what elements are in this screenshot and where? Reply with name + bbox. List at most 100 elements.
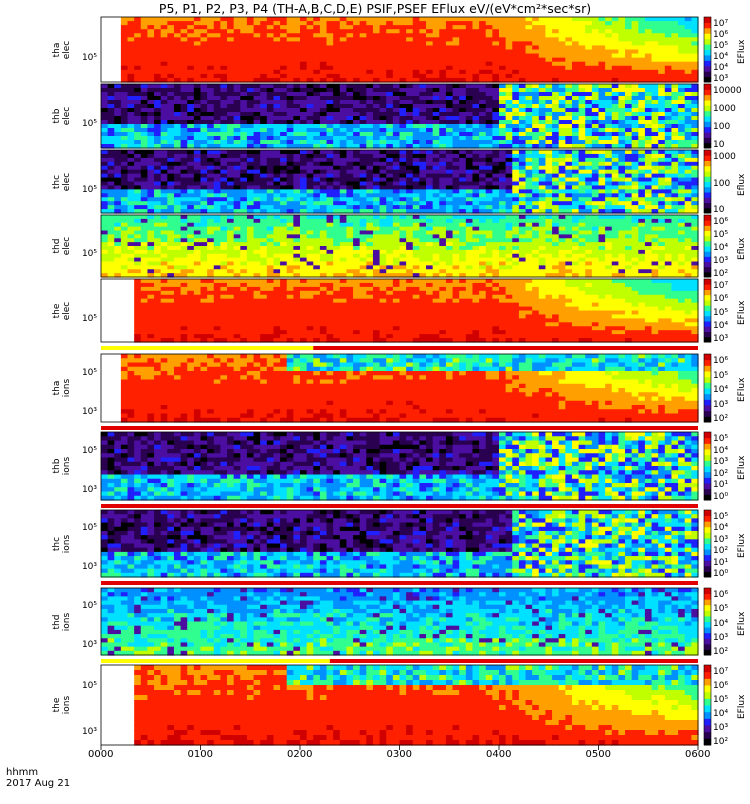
- spectrogram-cell: [253, 41, 261, 47]
- spectrogram-cell: [664, 181, 673, 187]
- spectrogram-cell: [353, 124, 361, 129]
- spectrogram-cell: [260, 128, 268, 133]
- spectrogram-cell: [273, 249, 281, 255]
- spectrogram-cell: [154, 205, 162, 210]
- spectrogram-cell: [399, 65, 407, 71]
- spectrogram-cell: [154, 132, 162, 137]
- spectrogram-cell: [333, 197, 341, 202]
- spectrogram-cell: [220, 218, 228, 224]
- spectrogram-cell: [525, 33, 533, 38]
- spectrogram-cell: [432, 169, 440, 175]
- spectrogram-cell: [684, 205, 692, 210]
- spectrogram-cell: [591, 37, 600, 42]
- spectrogram-cell: [505, 45, 513, 51]
- spectrogram-cell: [492, 112, 500, 117]
- spectrogram-cell: [571, 157, 580, 163]
- spectrogram-cell: [684, 100, 692, 105]
- spectrogram-cell: [445, 132, 454, 137]
- spectrogram-cell: [598, 120, 606, 125]
- spectrogram-cell: [266, 189, 275, 194]
- spectrogram-cell: [499, 69, 507, 75]
- spectrogram-cell: [167, 128, 175, 133]
- spectrogram-cell: [552, 201, 560, 206]
- spectrogram-cell: [472, 96, 480, 101]
- spectrogram-cell: [240, 161, 248, 167]
- spectrogram-cell: [353, 88, 361, 93]
- spectrogram-cell: [326, 49, 334, 55]
- spectrogram-cell: [638, 33, 646, 38]
- spectrogram-cell: [200, 193, 208, 198]
- spectrogram-cell: [618, 61, 626, 67]
- spectrogram-cell: [167, 246, 175, 251]
- spectrogram-cell: [631, 69, 639, 75]
- spectrogram-cell: [472, 165, 480, 171]
- spectrogram-cell: [492, 197, 500, 202]
- spectrogram-cell: [120, 17, 129, 22]
- spectrogram-cell: [134, 124, 142, 129]
- spectrogram-cell: [426, 201, 434, 206]
- spectrogram-cell: [227, 73, 235, 79]
- spectrogram-cell: [134, 253, 142, 259]
- spectrogram-cell: [658, 116, 666, 121]
- spectrogram-cell: [525, 41, 533, 47]
- spectrogram-cell: [173, 92, 182, 97]
- spectrogram-cell: [187, 25, 195, 30]
- spectrogram-cell: [644, 100, 653, 105]
- spectrogram-cell: [101, 88, 109, 93]
- spectrogram-cell: [618, 173, 626, 179]
- spectrogram-cell: [585, 181, 593, 187]
- spectrogram-cell: [240, 205, 248, 210]
- spectrogram-cell: [558, 120, 566, 125]
- spectrogram-cell: [651, 61, 659, 67]
- spectrogram-cell: [419, 29, 427, 34]
- spectrogram-cell: [266, 249, 275, 255]
- spectrogram-cell: [532, 21, 540, 26]
- spectrogram-cell: [505, 37, 513, 42]
- spectrogram-cell: [240, 57, 248, 63]
- spectrogram-cell: [140, 249, 149, 255]
- spectrogram-cell: [353, 242, 361, 247]
- spectrogram-cell: [578, 69, 586, 75]
- spectrogram-cell: [293, 189, 301, 194]
- spectrogram-cell: [366, 218, 374, 224]
- spectrogram-cell: [625, 92, 633, 97]
- spectrogram-cell: [638, 128, 646, 133]
- spectrogram-cell: [625, 84, 633, 89]
- spectrogram-cell: [286, 112, 294, 117]
- spectrogram-cell: [664, 193, 673, 198]
- spectrogram-cell: [518, 181, 527, 187]
- spectrogram-cell: [246, 57, 255, 63]
- spectrogram-cell: [565, 181, 573, 187]
- spectrogram-cell: [127, 21, 135, 26]
- spectrogram-cell: [439, 104, 447, 109]
- spectrogram-cell: [445, 65, 454, 71]
- spectrogram-cell: [658, 45, 666, 51]
- spectrogram-cell: [598, 100, 606, 105]
- spectrogram-cell: [260, 205, 268, 210]
- spectrogram-cell: [220, 45, 228, 51]
- spectrogram-cell: [439, 96, 447, 101]
- spectrogram-cell: [392, 128, 401, 133]
- spectrogram-cell: [406, 116, 414, 121]
- spectrogram-cell: [326, 57, 334, 63]
- spectrogram-cell: [565, 41, 573, 47]
- spectrogram-cell: [618, 65, 626, 71]
- spectrogram-cell: [366, 84, 374, 89]
- spectrogram-cell: [160, 53, 168, 59]
- spectrogram-cell: [664, 169, 673, 175]
- spectrogram-cell: [678, 169, 686, 175]
- spectrogram-cell: [266, 226, 275, 232]
- spectrogram-cell: [558, 61, 566, 67]
- spectrogram-cell: [280, 185, 288, 190]
- spectrogram-cell: [213, 193, 221, 198]
- spectrogram-cell: [154, 84, 162, 89]
- spectrogram-cell: [412, 61, 420, 67]
- spectrogram-cell: [353, 269, 361, 274]
- spectrogram-cell: [293, 150, 301, 155]
- spectrogram-cell: [419, 144, 427, 149]
- spectrogram-cell: [160, 185, 168, 190]
- spectrogram-cell: [326, 96, 334, 101]
- spectrogram-cell: [147, 273, 155, 278]
- spectrogram-cell: [300, 108, 308, 113]
